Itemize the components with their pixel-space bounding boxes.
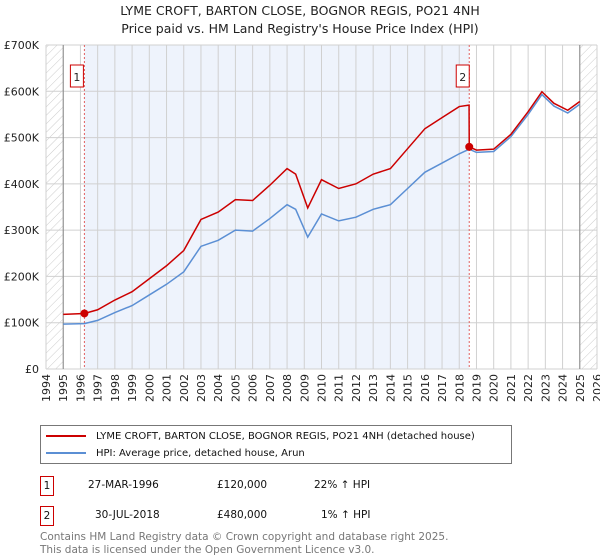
- transaction-marker: 2: [40, 506, 54, 526]
- y-tick-label: £100K: [4, 317, 40, 330]
- y-tick-label: £300K: [4, 224, 40, 237]
- x-tick-label: 2018: [453, 374, 466, 402]
- transaction-date: 30-JUL-2018: [95, 509, 160, 521]
- x-tick-label: 1998: [109, 374, 122, 402]
- legend-item-hpi: HPI: Average price, detached house, Arun: [46, 445, 305, 461]
- transaction-date: 27-MAR-1996: [88, 479, 159, 491]
- x-tick-label: 2020: [488, 374, 501, 402]
- x-tick-label: 2014: [384, 374, 397, 402]
- x-tick-label: 2002: [178, 374, 191, 402]
- transaction-row: 2 30-JUL-2018 £480,000 1% ↑ HPI: [40, 506, 440, 526]
- x-tick-label: 2021: [505, 374, 518, 402]
- hpi-line: [63, 93, 581, 325]
- chart-title: LYME CROFT, BARTON CLOSE, BOGNOR REGIS, …: [120, 3, 480, 18]
- price-chart: 1994 1995 1996 1997 1998 1999 2000 2001 2002 2003…: [4, 39, 600, 402]
- transaction-price: £480,000: [217, 509, 268, 521]
- sale-point: [465, 142, 474, 151]
- y-tick-label: £700K: [4, 39, 40, 52]
- chart-subtitle: Price paid vs. HM Land Registry's House …: [121, 21, 479, 36]
- x-tick-label: 2008: [281, 374, 294, 402]
- sale-label: 1: [73, 71, 80, 84]
- footer-copyright: Contains HM Land Registry data © Crown c…: [40, 531, 449, 543]
- x-tick-label: 2001: [161, 374, 174, 402]
- transaction-hpi: 1% ↑ HPI: [321, 509, 371, 521]
- property-price-line: [63, 90, 581, 316]
- hatched-region: [46, 45, 64, 369]
- legend-swatch-property: [46, 435, 86, 437]
- x-tick-label: 2011: [333, 374, 346, 402]
- x-tick-label: 1996: [74, 374, 87, 402]
- legend-item-property: LYME CROFT, BARTON CLOSE, BOGNOR REGIS, …: [46, 428, 475, 444]
- legend: LYME CROFT, BARTON CLOSE, BOGNOR REGIS, …: [40, 425, 512, 464]
- x-tick-label: 2025: [574, 374, 587, 402]
- transaction-row: 1 27-MAR-1996 £120,000 22% ↑ HPI: [40, 476, 440, 496]
- x-tick-label: 2024: [557, 374, 570, 402]
- transaction-hpi: 22% ↑ HPI: [314, 479, 371, 491]
- x-tick-label: 2017: [436, 374, 449, 402]
- x-tick-label: 2015: [402, 374, 415, 402]
- x-tick-label: 2000: [143, 374, 156, 402]
- x-tick-label: 2004: [212, 374, 225, 402]
- sale-label-box: [69, 64, 84, 88]
- x-tick-label: 2026: [591, 374, 600, 402]
- x-tick-label: 2019: [470, 374, 483, 402]
- x-tick-label: 2006: [247, 374, 260, 402]
- y-tick-label: £400K: [4, 178, 40, 191]
- x-tick-label: 2012: [350, 374, 363, 402]
- x-tick-label: 1997: [92, 374, 105, 402]
- y-tick-label: £500K: [4, 132, 40, 145]
- transaction-price: £120,000: [217, 479, 268, 491]
- x-tick-label: 2009: [298, 374, 311, 402]
- hatched-region: [579, 45, 597, 369]
- sale-point: [80, 309, 89, 318]
- y-tick-label: £200K: [4, 270, 40, 283]
- x-tick-label: 1995: [57, 374, 70, 402]
- sale-label: 2: [459, 71, 466, 84]
- y-tick-label: £0: [25, 363, 39, 376]
- y-tick-label: £600K: [4, 85, 40, 98]
- transaction-marker: 1: [40, 476, 54, 496]
- sale-period-shading: [84, 45, 470, 369]
- x-tick-label: 2013: [367, 374, 380, 402]
- x-tick-label: 2007: [264, 374, 277, 402]
- x-tick-label: 2023: [539, 374, 552, 402]
- footer-licence: This data is licensed under the Open Gov…: [40, 544, 375, 556]
- x-tick-label: 2005: [229, 374, 242, 402]
- x-tick-label: 2016: [419, 374, 432, 402]
- x-tick-label: 1999: [126, 374, 139, 402]
- x-tick-label: 2010: [316, 374, 329, 402]
- legend-swatch-hpi: [46, 452, 86, 454]
- x-tick-label: 1994: [40, 374, 53, 402]
- sale-label-box: [455, 64, 470, 88]
- x-tick-label: 2003: [195, 374, 208, 402]
- legend-label-hpi: HPI: Average price, detached house, Arun: [96, 447, 305, 459]
- legend-label-property: LYME CROFT, BARTON CLOSE, BOGNOR REGIS, …: [96, 430, 475, 442]
- x-tick-label: 2022: [522, 374, 535, 402]
